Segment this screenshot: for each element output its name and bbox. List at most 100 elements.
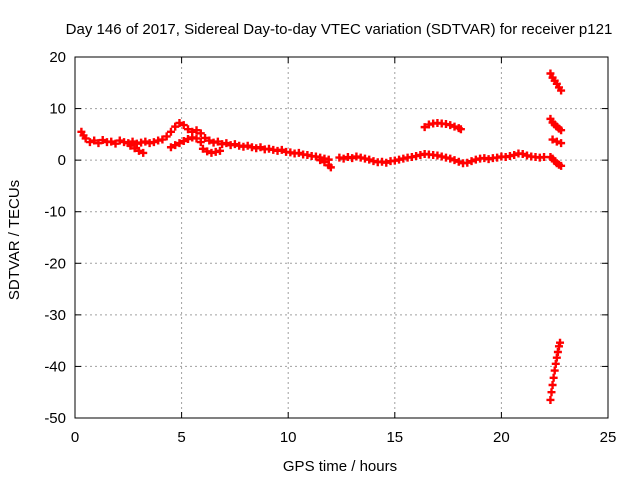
data-point xyxy=(81,134,90,143)
data-point xyxy=(548,135,557,144)
series-steep-drop xyxy=(546,338,565,404)
data-point xyxy=(547,388,556,397)
data-point xyxy=(463,158,472,167)
series-lower-branch xyxy=(126,133,335,172)
data-point xyxy=(171,141,180,150)
data-point xyxy=(557,86,566,95)
data-point xyxy=(179,137,188,146)
y-axis-label: SDTVAR / TECUs xyxy=(6,180,23,300)
series-upper-arc xyxy=(420,119,465,134)
data-point xyxy=(179,121,188,130)
data-point xyxy=(171,122,180,131)
data-point xyxy=(348,154,357,163)
plot-frame xyxy=(74,56,609,419)
data-point xyxy=(130,144,139,153)
series-main-band xyxy=(77,119,549,168)
data-point xyxy=(213,137,222,146)
data-point xyxy=(222,139,231,148)
data-point xyxy=(201,133,210,142)
data-point xyxy=(192,134,201,143)
data-point xyxy=(198,144,207,153)
data-point xyxy=(203,147,212,156)
data-point xyxy=(115,136,124,145)
data-point xyxy=(546,69,555,78)
data-point xyxy=(128,137,137,146)
y-tick-label: -40 xyxy=(44,358,66,375)
data-point xyxy=(94,139,103,148)
data-point xyxy=(557,139,566,148)
data-point xyxy=(230,140,239,149)
data-point xyxy=(134,146,143,155)
data-point xyxy=(320,158,329,167)
tick-labels: 0 5 10 15 20 25 20 10 0 -10 -20 -30 -40 -50 xyxy=(44,49,616,446)
data-point xyxy=(550,366,559,375)
data-point xyxy=(420,123,429,132)
axis-ticks xyxy=(74,56,609,419)
x-tick-label: 0 xyxy=(71,429,79,446)
data-point xyxy=(175,139,184,148)
data-point xyxy=(546,395,555,404)
data-point xyxy=(243,141,252,150)
data-point xyxy=(183,125,192,134)
x-axis-label: GPS time / hours xyxy=(283,458,397,475)
data-point xyxy=(450,156,459,165)
data-point xyxy=(205,136,214,145)
data-point xyxy=(111,139,120,148)
data-point xyxy=(316,156,325,165)
data-point xyxy=(215,146,224,155)
data-point xyxy=(557,126,566,135)
data-point xyxy=(256,143,265,152)
data-point xyxy=(556,338,565,347)
data-point xyxy=(454,157,463,166)
y-tick-label: -10 xyxy=(44,204,66,221)
x-tick-label: 25 xyxy=(600,429,617,446)
data-point xyxy=(518,149,527,158)
data-point xyxy=(196,129,205,138)
data-point xyxy=(192,126,201,135)
data-point xyxy=(450,122,459,131)
data-point xyxy=(126,141,135,150)
data-point xyxy=(365,155,374,164)
x-tick-label: 15 xyxy=(386,429,403,446)
data-point xyxy=(175,119,184,128)
data-point xyxy=(294,148,303,157)
data-point xyxy=(90,136,99,145)
data-point xyxy=(162,132,171,141)
y-tick-label: -20 xyxy=(44,255,66,272)
y-tick-label: 20 xyxy=(49,49,66,66)
data-point xyxy=(326,163,335,172)
data-point xyxy=(139,148,148,157)
data-point xyxy=(166,127,175,136)
data-point xyxy=(277,145,286,154)
data-point xyxy=(557,161,566,170)
data-point xyxy=(141,137,150,146)
data-points xyxy=(77,69,566,404)
x-tick-label: 10 xyxy=(280,429,297,446)
data-point xyxy=(183,134,192,143)
data-point xyxy=(552,137,561,146)
grid-lines xyxy=(75,57,608,418)
data-point xyxy=(549,373,558,382)
data-point xyxy=(510,150,519,159)
data-point xyxy=(149,138,158,147)
y-tick-label: -50 xyxy=(44,410,66,427)
y-tick-label: 0 xyxy=(58,152,66,169)
data-point xyxy=(339,154,348,163)
data-point xyxy=(166,143,175,152)
data-point xyxy=(85,138,94,147)
data-point xyxy=(196,138,205,147)
x-tick-label: 5 xyxy=(177,429,185,446)
x-tick-label: 20 xyxy=(493,429,510,446)
data-point xyxy=(446,121,455,130)
data-point xyxy=(446,154,455,163)
data-point xyxy=(456,125,465,134)
data-point xyxy=(107,137,116,146)
data-point xyxy=(548,380,557,389)
data-point xyxy=(98,136,107,145)
data-point xyxy=(467,157,476,166)
data-point xyxy=(158,135,167,144)
series-late-fragments xyxy=(546,69,566,170)
y-tick-label: -30 xyxy=(44,307,66,324)
data-point xyxy=(382,158,391,167)
